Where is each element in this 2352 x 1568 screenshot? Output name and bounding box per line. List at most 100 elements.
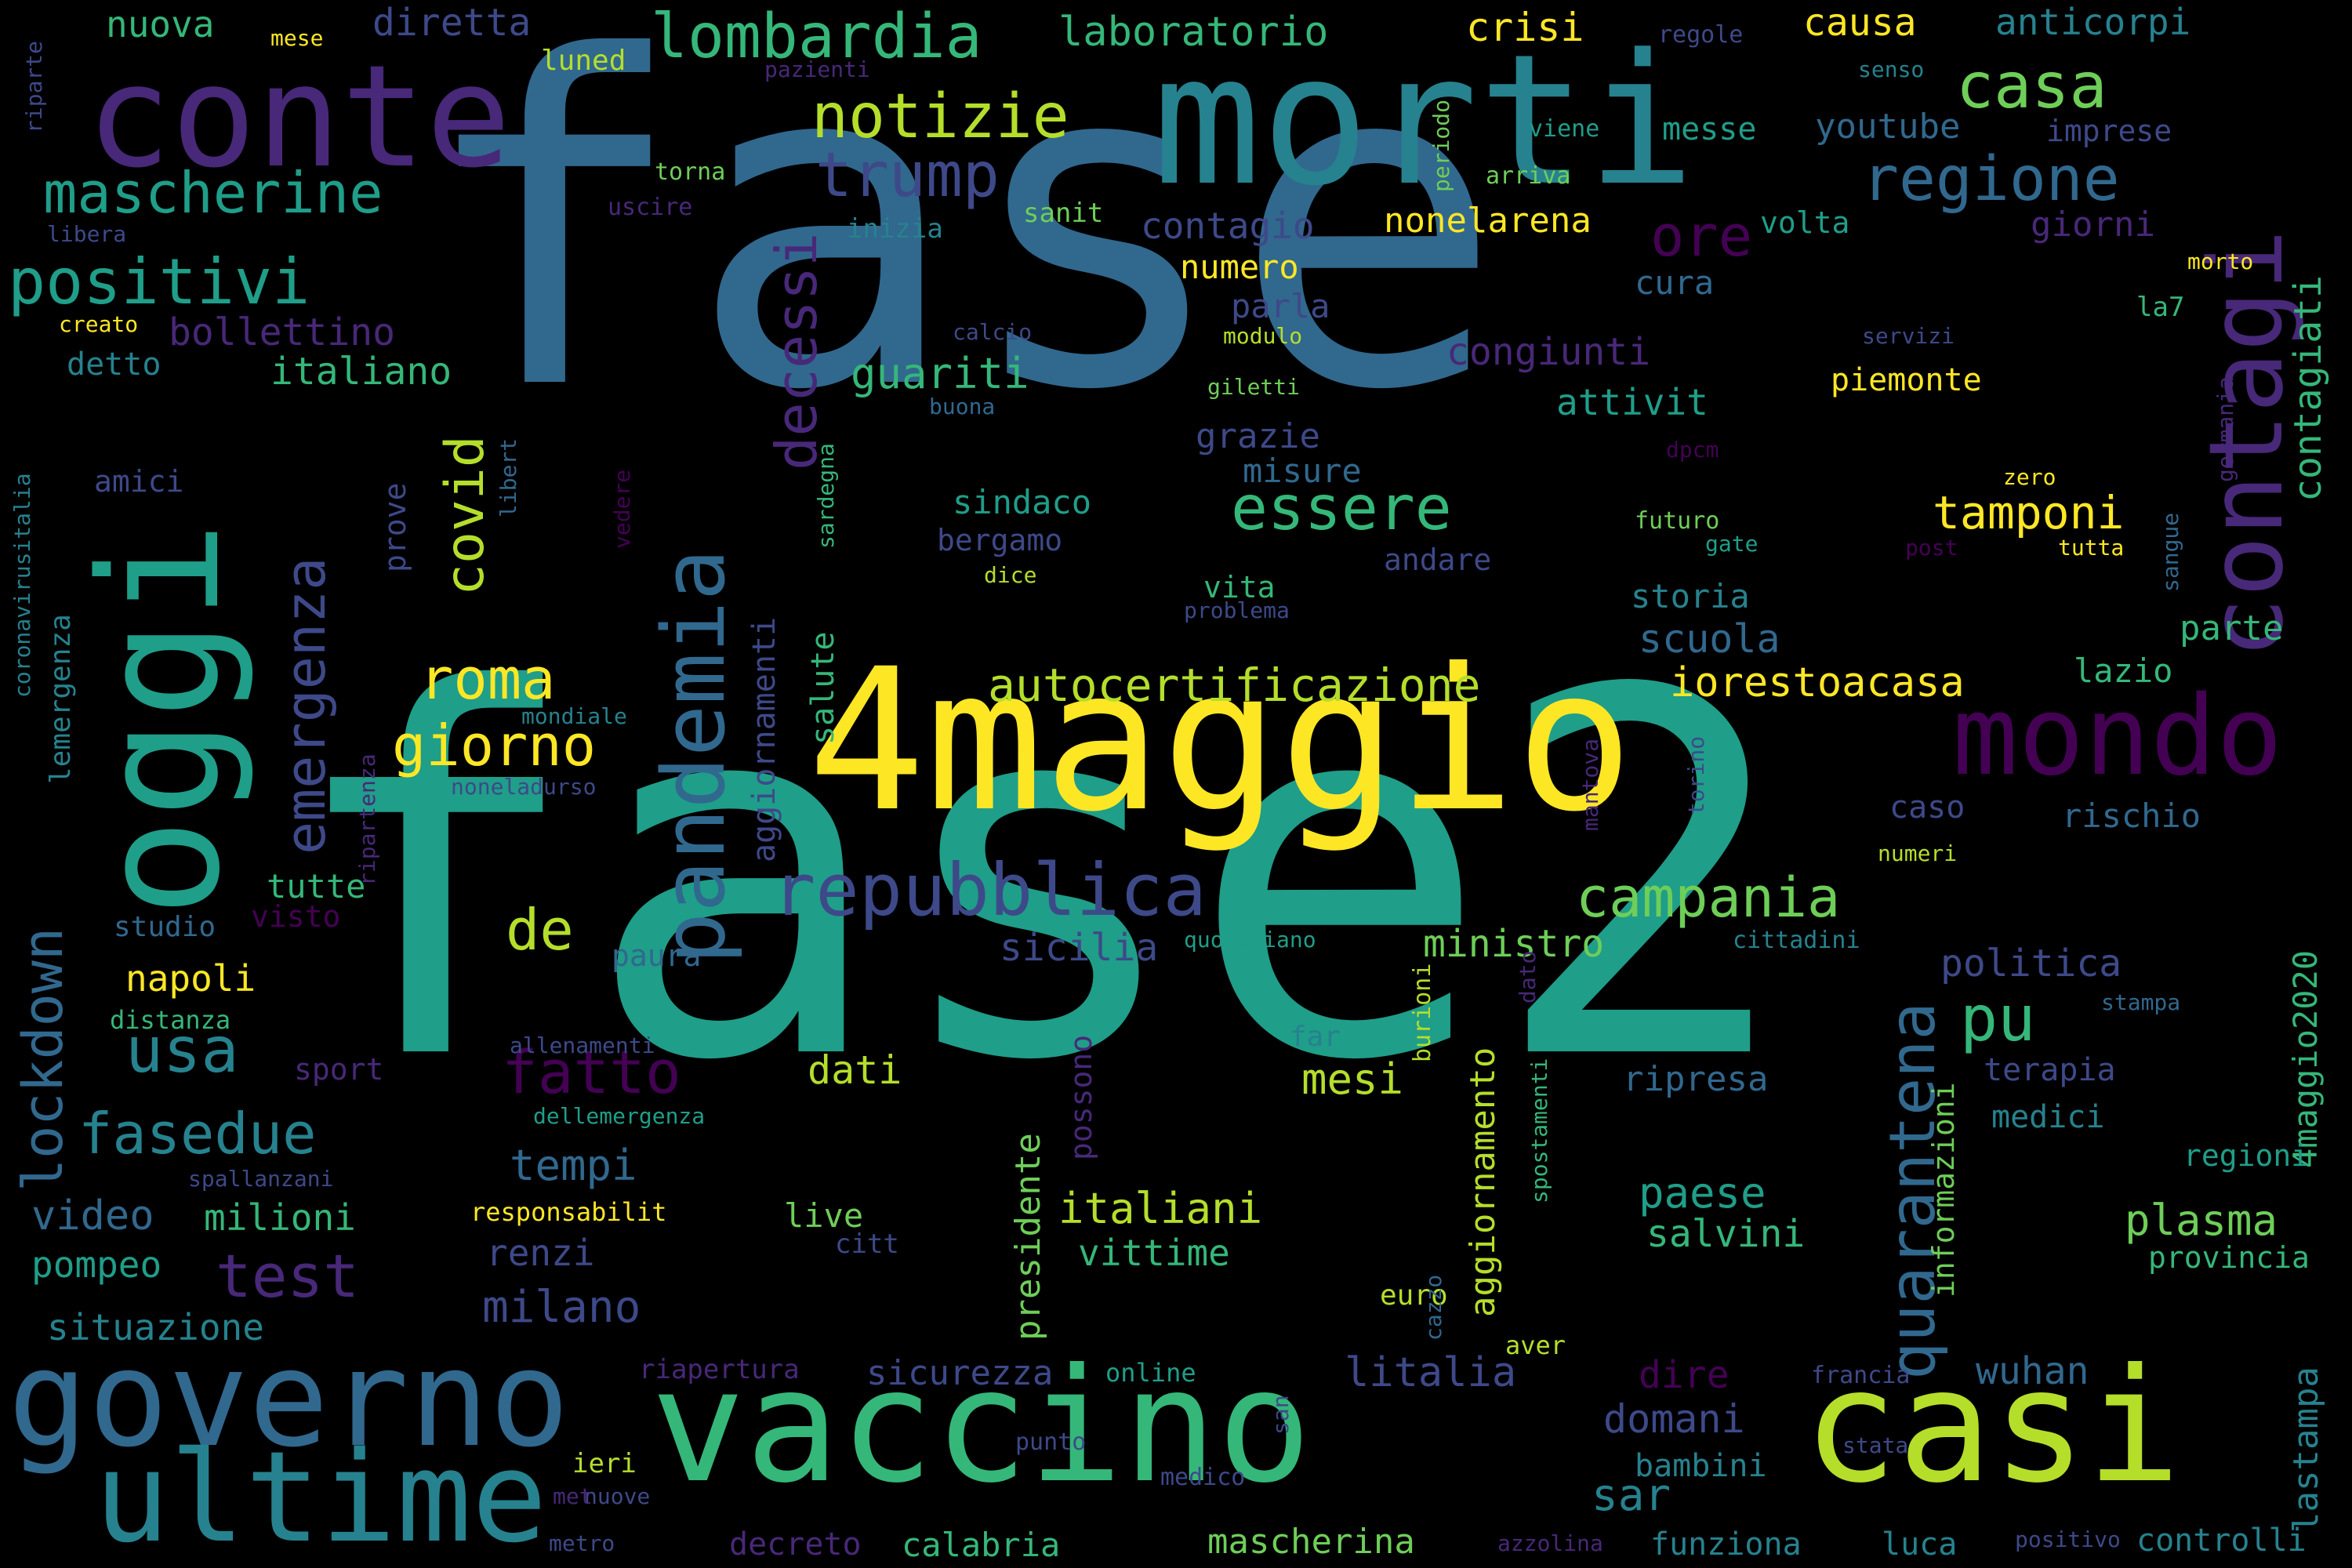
word: calabria [902,1526,1061,1564]
word: problema [1184,597,1290,623]
word: essere [1231,474,1452,544]
word: milano [482,1282,641,1333]
word: scuola [1639,616,1780,662]
word: allenamenti [510,1033,655,1058]
word: fase2 [282,586,1793,1170]
word: dire [1639,1353,1730,1397]
word: pompeo [31,1243,162,1286]
word: sangue [2158,512,2183,592]
word: francia [1811,1362,1911,1389]
word: visto [251,899,341,934]
word: aver [1505,1330,1566,1360]
word: guariti [851,349,1029,398]
word: italiano [270,350,452,394]
word: renzi [486,1232,595,1274]
word: spallanzani [188,1166,334,1192]
word: diretta [372,1,532,45]
word: controlli [2136,1523,2307,1559]
word: litalia [1345,1349,1517,1396]
word: contagio [1141,205,1315,247]
word: salvini [1646,1212,1806,1256]
word: parla [1231,287,1330,325]
word: metro [549,1530,615,1556]
word: terapia [1984,1052,2116,1088]
word: congiunti [1446,330,1651,374]
word: live [784,1196,864,1235]
word: piemonte [1831,362,1982,398]
word: andare [1384,543,1492,577]
word: informazioni [1926,1082,1961,1298]
word: notizie [811,82,1069,152]
word: positivi [8,245,310,318]
word: met [553,1483,593,1509]
word: quotidiano [1184,927,1316,953]
word: ripartenza [354,753,380,886]
word: mondo [1952,673,2283,800]
word: numero [1180,248,1299,286]
word: ministro [1423,922,1605,966]
word: mese [270,25,324,51]
word: youtube [1815,107,1961,147]
word: tutta [2058,535,2125,561]
word: cazzo [1421,1274,1446,1341]
word: dice [984,562,1037,588]
word: mascherina [1207,1522,1415,1562]
word: servizi [1862,323,1955,349]
word: zero [2003,464,2056,490]
word: bergamo [937,523,1063,557]
word: sar [1592,1470,1671,1521]
word: attivit [1556,381,1708,423]
word: vedere [609,469,635,549]
word: possono [1064,1034,1098,1160]
word: torna [655,158,726,186]
word: regione [1862,144,2120,215]
word: grazie [1196,416,1320,456]
word: nonelarena [1384,201,1592,241]
word: imprese [2046,114,2172,148]
word: presidente [1008,1133,1048,1341]
word: vaccino [651,1335,1312,1518]
word: fasedue [78,1101,317,1167]
word: uscire [608,194,693,221]
word: autocertificazione [988,659,1481,712]
word: laboratorio [1058,9,1329,56]
word: coronavirusitalia [9,473,35,698]
word: azzolina [1497,1530,1603,1556]
word: casi [1803,1335,2181,1518]
word: distanza [110,1005,231,1035]
word: paura [612,938,702,973]
word: detto [67,347,162,383]
word: bollettino [169,310,395,354]
word: vittime [1078,1232,1230,1274]
word: ripresa [1623,1059,1769,1099]
word: regioni [2183,1138,2310,1173]
word: politica [1940,942,2122,985]
word: lastampa [2286,1367,2326,1533]
word: sport [294,1052,384,1087]
word: domani [1603,1396,1745,1442]
word: lombardia [651,2,982,72]
word: euro [1380,1279,1448,1312]
word: dato [1515,950,1541,1004]
word: governo [8,1322,570,1477]
word: dellemergenza [533,1103,706,1129]
word: campania [1576,866,1841,930]
word: test [216,1241,360,1311]
word: milioni [204,1196,356,1239]
word: casa [1956,49,2107,122]
word: fatto [502,1037,681,1107]
word: viene [1529,115,1600,143]
word: amici [94,464,184,499]
word: san [1268,1395,1294,1435]
word: periodo [1428,99,1454,192]
word: usa [125,1014,239,1087]
word: funziona [1650,1526,1802,1563]
word: provincia [2148,1240,2310,1275]
word: covid [434,435,496,596]
word: positivo [2015,1526,2121,1552]
word: trump [815,140,1000,211]
word: morti [1152,16,1696,226]
word: mesi [1301,1054,1404,1104]
word: numeri [1878,840,1958,866]
word: pu [1960,982,2036,1055]
